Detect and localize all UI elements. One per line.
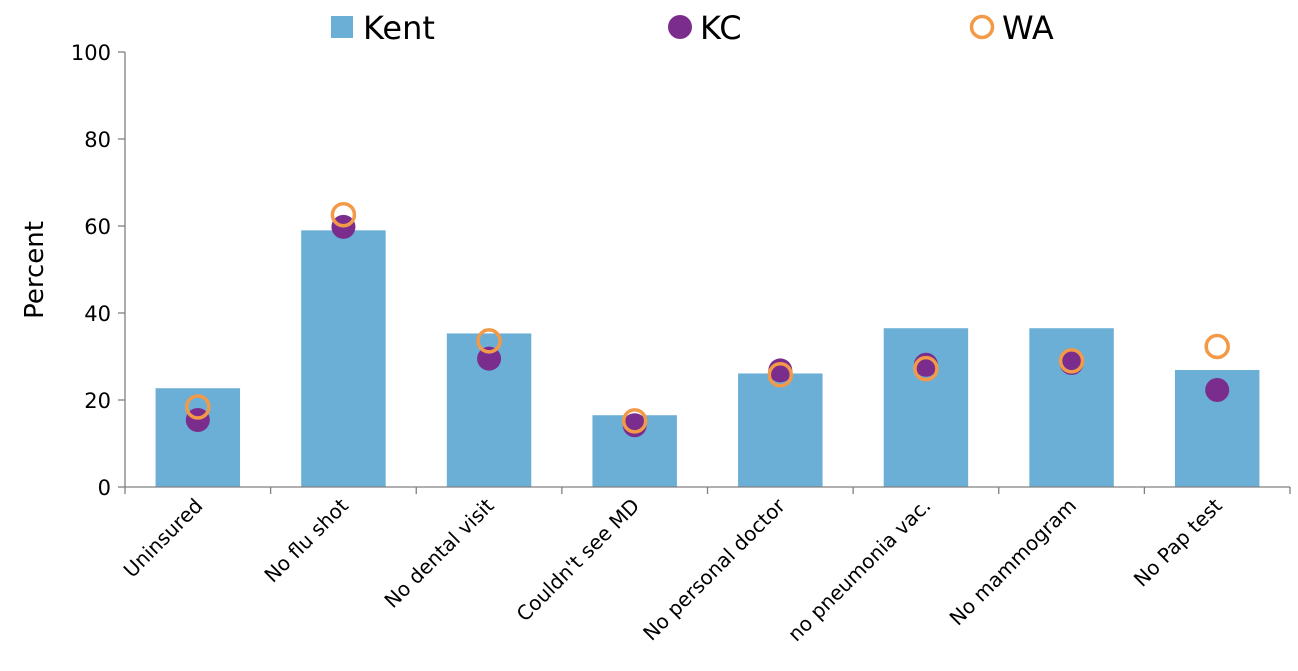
point-wa	[330, 201, 357, 228]
y-axis: 0 20 40 60 80 100	[71, 41, 126, 500]
legend-swatch-wa	[969, 14, 995, 40]
point-wa	[185, 394, 211, 420]
bar-kent	[155, 388, 241, 487]
legend-swatch-kent	[331, 16, 353, 38]
x-tick-label: No personal doctor	[638, 493, 790, 645]
point-wa	[1058, 348, 1085, 374]
x-tick-label: no pneumonia vac.	[783, 494, 935, 646]
x-tick-label: No mammogram	[945, 494, 1082, 631]
point-wa	[1204, 333, 1230, 360]
y-tick-label: 80	[84, 128, 111, 152]
markers	[185, 201, 1230, 438]
point-wa	[767, 362, 794, 388]
y-axis-title: Percent	[20, 221, 50, 319]
bar-kent	[883, 328, 969, 487]
legend-item-wa: WA	[969, 9, 1054, 47]
legend: Kent KC WA	[331, 9, 1054, 47]
point-kc	[1205, 377, 1230, 402]
point-kc	[477, 346, 502, 371]
y-tick-label: 40	[84, 302, 111, 326]
x-tick-label: No flu shot	[259, 493, 353, 587]
legend-swatch-kc	[668, 15, 692, 39]
point-wa	[621, 408, 648, 434]
x-tick-label: No Pap test	[1129, 493, 1227, 591]
bars	[155, 230, 1260, 487]
y-tick-label: 60	[84, 215, 111, 239]
x-tick-label: No dental visit	[379, 493, 498, 612]
y-tick-label: 20	[84, 389, 111, 413]
legend-label: Kent	[363, 9, 435, 47]
legend-item-kc: KC	[668, 9, 742, 47]
x-tick-label: Couldn't see MD	[512, 494, 645, 627]
legend-label: WA	[1002, 9, 1054, 47]
y-tick-label: 100	[71, 41, 111, 65]
bar-kent	[301, 230, 386, 487]
x-tick-label: Uninsured	[119, 494, 208, 583]
legend-item-kent: Kent	[331, 9, 435, 47]
y-tick-label: 0	[98, 476, 111, 500]
point-wa	[913, 355, 939, 382]
bar-kent	[738, 373, 823, 487]
x-axis: Uninsured No flu shot No dental visit Could…	[119, 486, 1291, 646]
legend-label: KC	[700, 9, 742, 47]
point-wa	[476, 328, 502, 354]
